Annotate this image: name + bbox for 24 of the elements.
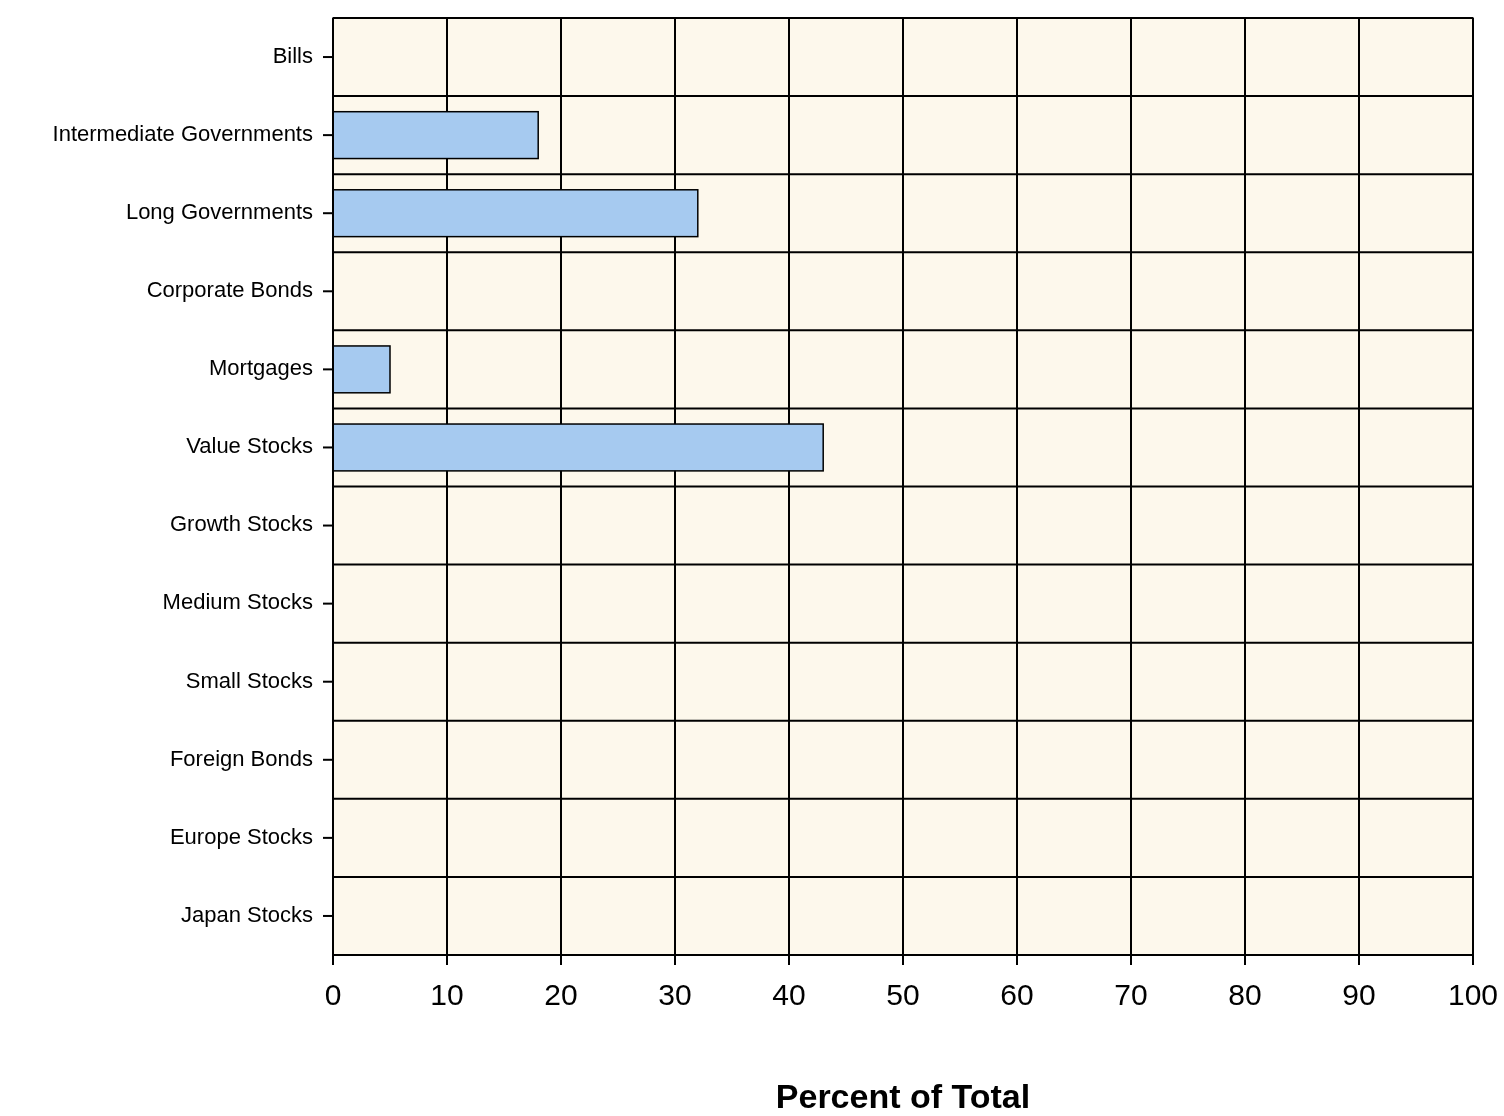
x-tick-label: 70	[1114, 978, 1148, 1011]
x-tick-label: 50	[886, 978, 920, 1011]
y-tick-label: Value Stocks	[186, 433, 313, 459]
y-tick-label: Bills	[272, 42, 313, 68]
y-tick-label: Europe Stocks	[169, 823, 313, 849]
x-tick-label: 0	[324, 978, 342, 1011]
x-tick-label: 40	[772, 978, 806, 1011]
x-axis-title: Percent of Total	[775, 1077, 1031, 1115]
x-tick-label: 80	[1228, 978, 1262, 1011]
y-tick-label: Growth Stocks	[169, 511, 313, 537]
y-tick-label: Long Governments	[125, 199, 313, 225]
y-tick-label: Foreign Bonds	[169, 745, 313, 771]
y-tick-label: Medium Stocks	[162, 589, 313, 615]
y-tick-label: Japan Stocks	[180, 901, 313, 927]
x-tick-label: 100	[1447, 978, 1499, 1011]
x-tick-label: 10	[430, 978, 464, 1011]
x-tick-label: 20	[544, 978, 578, 1011]
y-tick-label: Mortgages	[209, 355, 313, 381]
y-tick-label: Small Stocks	[185, 667, 313, 693]
x-tick-label: 90	[1342, 978, 1376, 1011]
y-tick-label: Intermediate Governments	[52, 120, 313, 146]
x-tick-label: 60	[1000, 978, 1034, 1011]
y-tick-label: Corporate Bonds	[146, 277, 313, 303]
x-tick-label: 30	[658, 978, 692, 1011]
